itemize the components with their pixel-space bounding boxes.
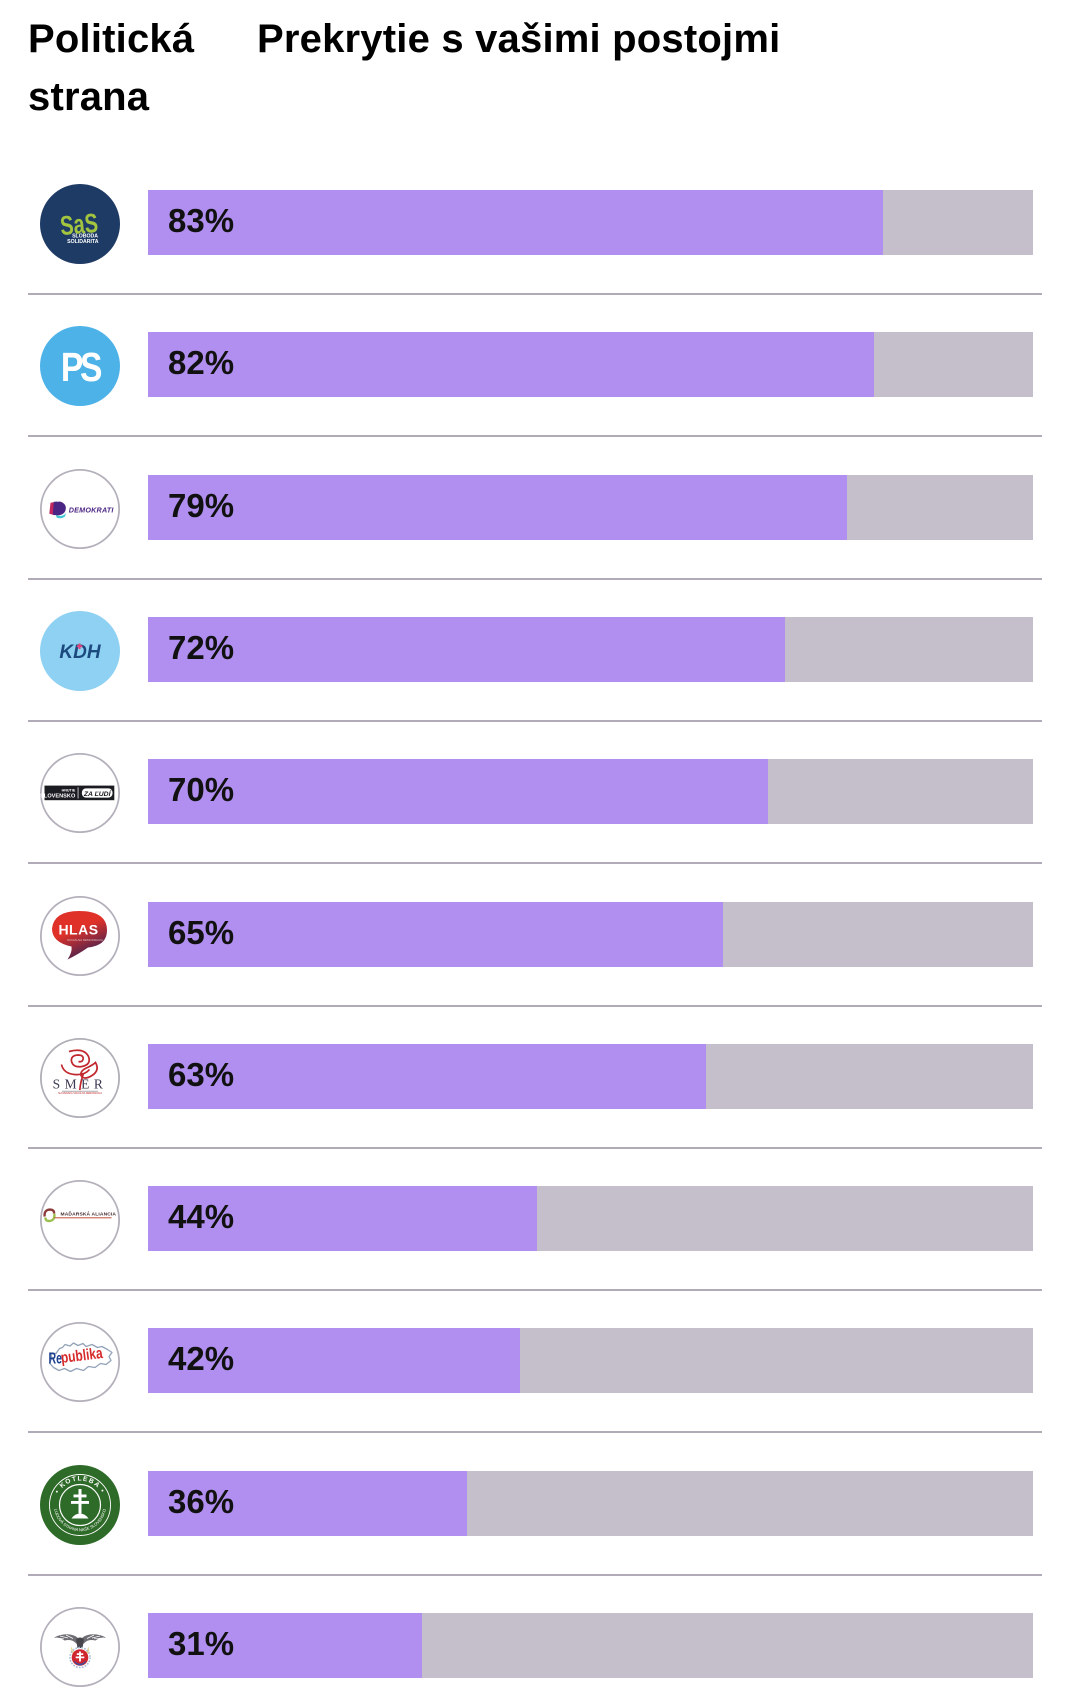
svg-text:KDH: KDH (59, 642, 101, 663)
svg-text:MAĎARSKÁ ALIANCIA: MAĎARSKÁ ALIANCIA (61, 1209, 117, 1217)
svg-text:DEMOKRATI: DEMOKRATI (69, 505, 115, 514)
svg-text:SOCIÁLNA DEMOKRACIA: SOCIÁLNA DEMOKRACIA (67, 938, 103, 942)
svg-text:SOLIDARITA: SOLIDARITA (67, 239, 99, 245)
svg-text:PS: PS (61, 344, 102, 390)
svg-text:SLOVENSKÁ SOCIÁLNA DEMOKRACIA: SLOVENSKÁ SOCIÁLNA DEMOKRACIA (58, 1092, 102, 1095)
svg-text:publika: publika (60, 1345, 104, 1367)
svg-text:SLOVENSKO: SLOVENSKO (40, 794, 76, 800)
svg-text:HLAS: HLAS (58, 922, 98, 938)
svg-text:SLOBODA: SLOBODA (72, 234, 98, 240)
svg-text:ZA ĽUDÍ: ZA ĽUDÍ (83, 789, 112, 798)
svg-text:SaS: SaS (59, 208, 99, 242)
svg-text:Re: Re (49, 1351, 63, 1368)
svg-text:HNUTIE: HNUTIE (62, 789, 76, 793)
svg-text:SMER: SMER (53, 1077, 108, 1092)
